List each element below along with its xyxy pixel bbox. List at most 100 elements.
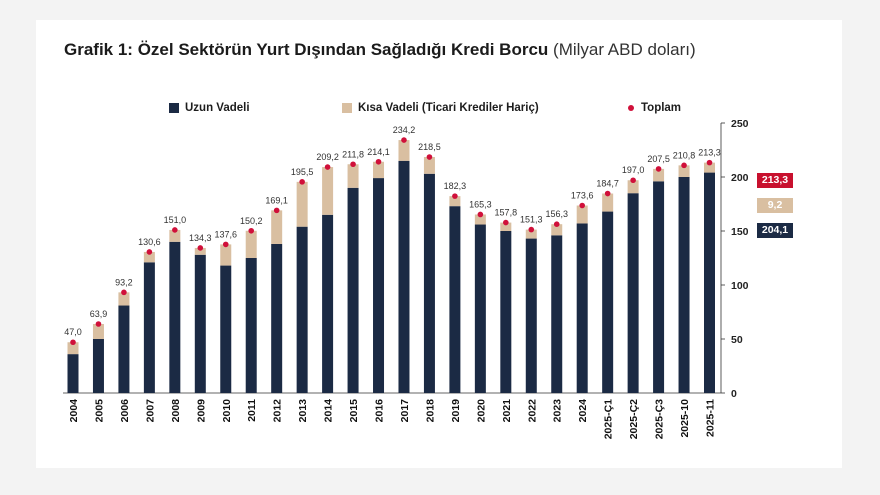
end-label-total: 213,3 <box>757 173 793 188</box>
total-point <box>121 289 127 296</box>
total-value-label: 213,3 <box>698 148 721 158</box>
x-tick-label: 2017 <box>399 399 411 423</box>
bar-long-term <box>576 223 588 393</box>
bar-short-term <box>194 247 206 255</box>
total-point <box>299 179 305 185</box>
bar-long-term <box>296 226 308 393</box>
total-value-label: 207,5 <box>647 154 670 164</box>
chart-title-main: Grafik 1: Özel Sektörün Yurt Dışından Sa… <box>64 40 549 59</box>
total-point <box>553 221 560 227</box>
x-tick-label: 2015 <box>348 399 360 423</box>
total-point <box>681 162 687 169</box>
bar-long-term <box>373 178 385 393</box>
total-value-label: 218,5 <box>418 142 441 152</box>
x-tick-label: 2012 <box>272 399 284 423</box>
x-tick-label: 2014 <box>323 399 335 423</box>
legend-item-total: Toplam <box>628 102 681 114</box>
legend-swatch-short-term <box>342 103 352 113</box>
x-tick-label: 2018 <box>424 399 436 423</box>
chart-title-unit: (Milyar ABD doları) <box>553 40 696 59</box>
bar-long-term <box>423 173 435 393</box>
x-tick-label: 2025-Ç2 <box>628 399 640 439</box>
bar-short-term <box>449 196 461 207</box>
bar-short-term <box>551 224 563 236</box>
bar-short-term <box>423 157 435 174</box>
bar-short-term <box>92 323 104 339</box>
bar-long-term <box>194 254 206 393</box>
total-point <box>273 207 280 214</box>
x-tick-label: 2010 <box>221 399 233 423</box>
bar-short-term <box>67 342 79 355</box>
total-value-label: 182,3 <box>444 181 467 191</box>
total-value-label: 93,2 <box>115 277 133 287</box>
total-point <box>324 164 331 170</box>
total-value-label: 214,1 <box>367 147 390 157</box>
total-point <box>706 159 713 166</box>
bar-long-term <box>653 181 665 393</box>
total-point <box>95 321 102 327</box>
bar-short-term <box>143 251 155 263</box>
bar-short-term <box>169 229 181 242</box>
legend-swatch-long-term <box>169 103 179 113</box>
y-tick-label: 0 <box>731 388 737 400</box>
y-tick-label: 100 <box>731 280 749 292</box>
bar-long-term <box>67 354 79 393</box>
x-tick-label: 2025-Ç1 <box>603 399 615 439</box>
total-value-label: 234,2 <box>393 125 416 135</box>
x-tick-label: 2013 <box>297 399 309 423</box>
x-tick-label: 2024 <box>577 399 589 423</box>
end-label-long-term: 204,1 <box>757 223 793 238</box>
bar-short-term <box>271 210 283 244</box>
bar-long-term <box>500 231 512 393</box>
y-tick-label: 50 <box>731 334 743 346</box>
x-tick-label: 2023 <box>552 399 564 423</box>
total-value-label: 165,3 <box>469 199 492 209</box>
x-tick-label: 2022 <box>526 399 538 423</box>
bar-long-term <box>220 265 232 393</box>
bar-short-term <box>347 164 359 188</box>
bar-short-term <box>704 162 715 173</box>
legend-item-short-term: Kısa Vadeli (Ticari Krediler Hariç) <box>342 102 539 114</box>
bar-long-term <box>118 305 130 393</box>
total-point <box>350 161 356 168</box>
y-tick-label: 200 <box>731 172 749 184</box>
total-point <box>172 227 178 233</box>
total-point <box>222 241 229 248</box>
bar-short-term <box>220 244 232 266</box>
x-tick-label: 2019 <box>450 399 462 423</box>
legend-label-short-term: Kısa Vadeli (Ticari Krediler Hariç) <box>358 102 539 114</box>
legend-label-total: Toplam <box>641 102 682 114</box>
total-value-label: 151,0 <box>164 215 187 225</box>
bar-short-term <box>118 292 130 306</box>
bar-long-term <box>92 339 104 393</box>
bar-long-term <box>271 243 283 393</box>
total-point <box>503 219 509 226</box>
bar-short-term <box>373 161 385 179</box>
bar-short-term <box>602 193 614 212</box>
x-tick-label: 2007 <box>144 399 156 423</box>
total-value-label: 47,0 <box>64 327 82 337</box>
y-tick-label: 250 <box>731 118 749 130</box>
bar-long-term <box>347 187 359 393</box>
bar-short-term <box>627 180 639 194</box>
legend-item-long-term: Uzun Vadeli <box>169 102 250 114</box>
x-tick-label: 2025-11 <box>705 399 717 437</box>
total-value-label: 195,5 <box>291 167 314 177</box>
legend-dot-total <box>628 105 634 111</box>
x-tick-label: 2009 <box>195 399 207 423</box>
total-point <box>197 245 204 251</box>
total-point <box>426 154 433 160</box>
bar-long-term <box>398 160 410 393</box>
total-point <box>146 249 153 255</box>
total-point <box>477 211 484 218</box>
legend-label-long-term: Uzun Vadeli <box>185 102 250 114</box>
total-value-label: 134,3 <box>189 233 212 243</box>
total-value-label: 210,8 <box>673 150 696 160</box>
bar-long-term <box>169 241 181 393</box>
total-point <box>70 339 76 346</box>
total-point <box>452 193 458 199</box>
total-value-label: 156,3 <box>545 209 568 219</box>
x-tick-label: 2016 <box>374 399 386 423</box>
total-point <box>375 158 382 165</box>
total-point <box>401 137 407 143</box>
